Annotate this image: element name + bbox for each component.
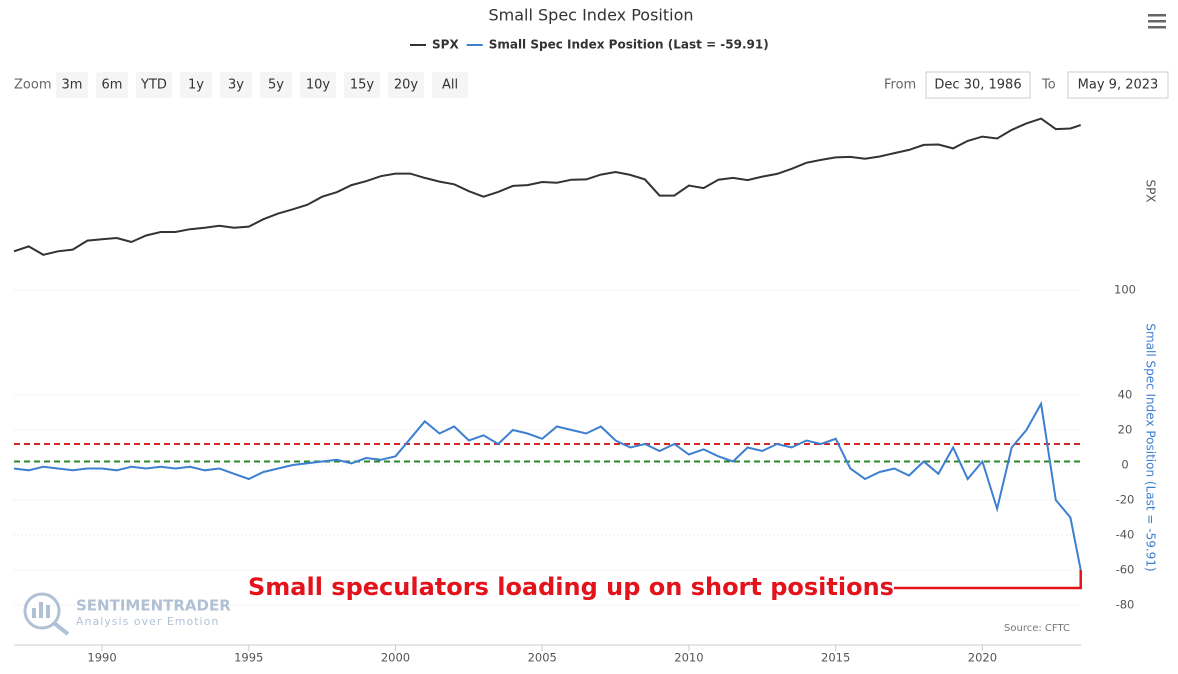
zoom-button-label[interactable]: 3m xyxy=(62,78,83,93)
x-tick-label: 2015 xyxy=(821,651,850,665)
x-tick-label: 2020 xyxy=(968,651,997,665)
toolbar: Zoom 3m 6m YTD 1y 3y 5y 10y 15y 20y All From Dec 30,… xyxy=(14,71,1169,99)
legend: SPX Small Spec Index Position (Last = -59… xyxy=(410,38,769,52)
zoom-button[interactable]: 3y xyxy=(220,72,252,98)
zoom-button-label[interactable]: 20y xyxy=(394,78,419,93)
y-axis-title: Small Spec Index Position (Last = -59.91… xyxy=(1144,323,1158,571)
from-label: From xyxy=(884,78,916,93)
chart-title: Small Spec Index Position xyxy=(489,6,694,25)
to-value[interactable]: May 9, 2023 xyxy=(1078,78,1159,93)
y-tick-label: 100 xyxy=(1114,283,1136,297)
y-tick-label: -80 xyxy=(1116,598,1135,612)
legend-item[interactable]: SPX xyxy=(410,38,459,52)
zoom-button[interactable]: 15y xyxy=(344,72,380,98)
x-tick-label: 2005 xyxy=(528,651,557,665)
zoom-button[interactable]: 6m xyxy=(96,72,128,98)
zoom-button-bg[interactable] xyxy=(388,72,424,98)
x-tick-label: 1995 xyxy=(234,651,263,665)
y-axis-title: SPX xyxy=(1144,179,1158,202)
source: Source: CFTC xyxy=(1004,623,1070,634)
zoom-button-bg[interactable] xyxy=(432,72,468,98)
zoom-button[interactable]: YTD xyxy=(136,72,172,98)
x-tick-label: 2010 xyxy=(674,651,703,665)
zoom-button[interactable]: 10y xyxy=(300,72,336,98)
to-input[interactable] xyxy=(1067,71,1169,99)
zoom-button-label[interactable]: 15y xyxy=(350,78,375,93)
zoom-button-label[interactable]: 1y xyxy=(188,78,204,93)
x-tick-label: 2000 xyxy=(381,651,410,665)
zoom-button-bg[interactable] xyxy=(260,72,292,98)
from-value[interactable]: Dec 30, 1986 xyxy=(934,78,1021,93)
from-input[interactable] xyxy=(925,71,1031,99)
brand-tagline: Analysis over Emotion xyxy=(76,615,219,628)
menu-icon[interactable] xyxy=(1148,14,1166,29)
y-tick-label: 20 xyxy=(1118,423,1133,437)
zoom-button-bg[interactable] xyxy=(136,72,172,98)
zoom-button-label[interactable]: YTD xyxy=(140,78,167,93)
plot: SPX -80 -60 -40 -20 0 20 40 100 Small Spec Index … xyxy=(13,117,1158,665)
zoom-button-bg[interactable] xyxy=(344,72,380,98)
y-tick-label: 40 xyxy=(1118,388,1133,402)
zoom-button[interactable]: 5y xyxy=(260,72,292,98)
series-line xyxy=(13,400,1082,570)
zoom-button-bg[interactable] xyxy=(180,72,212,98)
legend-label[interactable]: Small Spec Index Position (Last = -59.91… xyxy=(489,38,769,52)
y-tick-label: 0 xyxy=(1121,458,1128,472)
zoom-button-label[interactable]: 6m xyxy=(102,78,123,93)
zoom-button[interactable]: 20y xyxy=(388,72,424,98)
zoom-button-label[interactable]: All xyxy=(442,78,458,93)
zoom-button[interactable]: All xyxy=(432,72,468,98)
zoom-button-bg[interactable] xyxy=(300,72,336,98)
x-tick-label: 1990 xyxy=(87,651,116,665)
to-label: To xyxy=(1041,78,1056,93)
zoom-button[interactable]: 3m xyxy=(56,72,88,98)
zoom-button[interactable]: 1y xyxy=(180,72,212,98)
zoom-button-label[interactable]: 3y xyxy=(228,78,244,93)
legend-item[interactable]: Small Spec Index Position (Last = -59.91… xyxy=(466,38,769,52)
legend-label[interactable]: SPX xyxy=(432,38,459,52)
zoom-button-label[interactable]: 10y xyxy=(306,78,331,93)
zoom-label: Zoom xyxy=(14,78,51,93)
annotation: Small speculators loading up on short po… xyxy=(248,573,894,601)
brand-name: SENTIMENTRADER xyxy=(76,597,231,615)
zoom-button-label[interactable]: 5y xyxy=(268,78,284,93)
zoom-button-bg[interactable] xyxy=(96,72,128,98)
annotation-connector xyxy=(893,569,1082,590)
y-tick-label: -20 xyxy=(1116,493,1135,507)
series-line xyxy=(13,117,1082,256)
zoom-button-bg[interactable] xyxy=(56,72,88,98)
zoom-button-bg[interactable] xyxy=(220,72,252,98)
y-tick-label: -40 xyxy=(1116,528,1135,542)
y-tick-label: -60 xyxy=(1116,563,1135,577)
logo: SENTIMENTRADER Analysis over Emotion xyxy=(23,592,231,636)
